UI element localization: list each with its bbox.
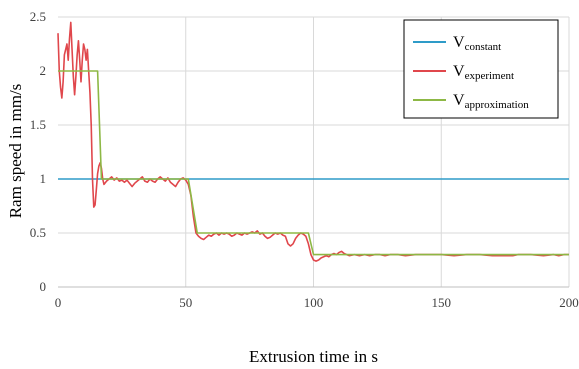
legend-symbol: V (453, 92, 465, 109)
legend-subscript: experiment (465, 70, 514, 82)
y-tick-label: 0.5 (30, 225, 46, 240)
legend-symbol: V (453, 34, 465, 51)
y-tick-label: 0 (40, 279, 47, 294)
legend-box (403, 19, 559, 119)
legend-subscript: approximation (465, 99, 530, 111)
x-tick-label: 150 (432, 295, 452, 310)
x-tick-label: 100 (304, 295, 324, 310)
legend-symbol: V (453, 63, 465, 80)
legend-label-approximation: Vapproximation (453, 92, 529, 111)
series-lines (57, 21, 569, 262)
x-tick-label: 200 (559, 295, 579, 310)
x-axis-title: Extrusion time in s (249, 347, 378, 366)
legend-label-constant: Vconstant (453, 34, 501, 53)
y-tick-labels: 0 0.5 1 1.5 2 2.5 (30, 9, 46, 294)
legend-label-experiment: Vexperiment (453, 63, 514, 82)
y-tick-label: 1.5 (30, 117, 46, 132)
y-tick-label: 2 (40, 63, 47, 78)
series-line-approximation (58, 70, 569, 256)
legend-subscript: constant (465, 41, 502, 53)
x-tick-labels: 0 50 100 150 200 (55, 295, 579, 310)
y-tick-label: 2.5 (30, 9, 46, 24)
x-tick-label: 50 (179, 295, 192, 310)
y-tick-label: 1 (40, 171, 47, 186)
y-axis-title: Ram speed in mm/s (6, 84, 25, 219)
x-tick-label: 0 (55, 295, 62, 310)
